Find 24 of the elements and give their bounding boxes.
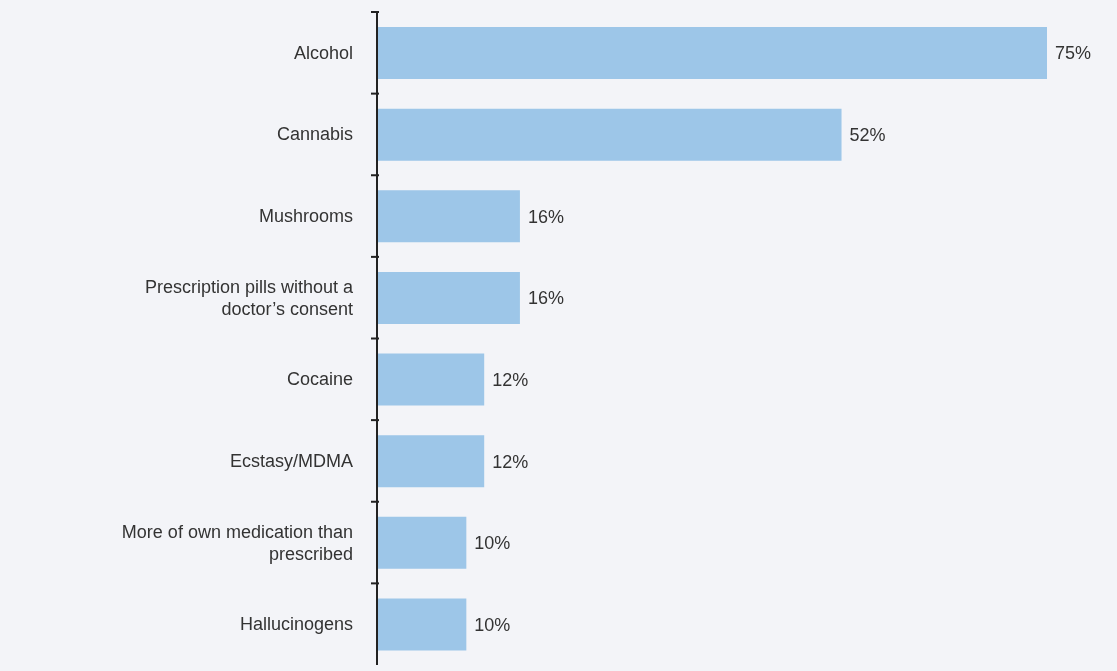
bar — [377, 516, 467, 569]
bar — [377, 190, 520, 243]
bar — [377, 598, 467, 651]
y-tick-label: Prescription pills without a doctor’s consent — [144, 276, 354, 319]
data-label: 16% — [527, 206, 564, 227]
data-label: 10% — [474, 614, 511, 635]
bar — [377, 271, 520, 324]
data-label: 10% — [474, 533, 511, 554]
y-tick-label: Hallucinogens — [239, 614, 353, 635]
bar — [377, 108, 842, 161]
y-tick-label: Ecstasy/MDMA — [229, 450, 353, 471]
data-label: 12% — [492, 369, 529, 390]
bar — [377, 353, 485, 406]
data-label: 75% — [1055, 43, 1092, 64]
y-tick-label: Mushrooms — [258, 206, 353, 227]
data-label: 52% — [849, 125, 886, 146]
data-label: 12% — [492, 451, 529, 472]
y-tick-label: More of own medication than prescribed — [121, 521, 353, 564]
bar — [377, 435, 485, 488]
data-label: 16% — [527, 288, 564, 309]
y-tick-label: Alcohol — [293, 42, 353, 63]
bar — [377, 27, 1047, 79]
y-tick-label: Cannabis — [276, 124, 353, 145]
y-tick-label: Cocaine — [286, 369, 353, 390]
